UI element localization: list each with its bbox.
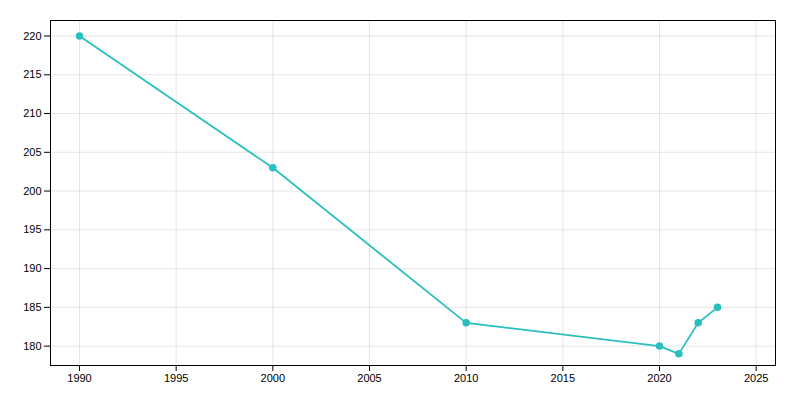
- svg-text:195: 195: [23, 223, 41, 235]
- svg-text:205: 205: [23, 146, 41, 158]
- svg-text:1990: 1990: [67, 372, 91, 384]
- svg-text:2025: 2025: [744, 372, 768, 384]
- svg-text:215: 215: [23, 68, 41, 80]
- svg-text:2000: 2000: [261, 372, 285, 384]
- svg-text:220: 220: [23, 30, 41, 42]
- svg-text:2010: 2010: [454, 372, 478, 384]
- svg-text:180: 180: [23, 340, 41, 352]
- svg-text:200: 200: [23, 185, 41, 197]
- svg-text:210: 210: [23, 107, 41, 119]
- svg-text:1995: 1995: [164, 372, 188, 384]
- svg-text:185: 185: [23, 301, 41, 313]
- svg-text:2015: 2015: [551, 372, 575, 384]
- svg-text:2005: 2005: [357, 372, 381, 384]
- svg-text:2020: 2020: [647, 372, 671, 384]
- svg-text:190: 190: [23, 262, 41, 274]
